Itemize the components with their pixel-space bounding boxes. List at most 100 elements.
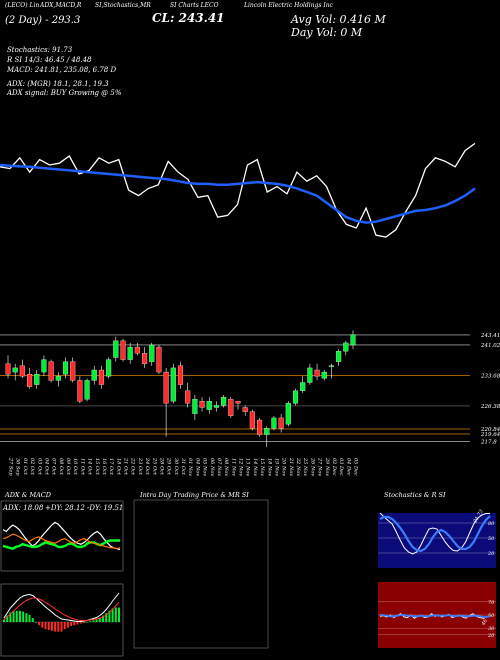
x-tick-label: 16 Oct — [101, 458, 107, 476]
candle-body — [228, 399, 234, 416]
x-tick-label: 15 Nov — [259, 458, 265, 476]
macd-histogram-bar — [114, 607, 117, 622]
macd-histogram-bar — [47, 622, 50, 630]
x-tick-label: 02 Dec — [331, 458, 337, 476]
macd-histogram-bar — [66, 622, 69, 628]
x-tick-label: 08 Oct — [58, 458, 64, 476]
x-tick-label: 08 Nov — [223, 458, 229, 476]
candle-body — [271, 417, 277, 429]
macd-histogram-bar — [38, 622, 41, 626]
stochastics-tick-label: 50 — [488, 536, 495, 542]
close-price-label: CL: 243.41 — [152, 11, 225, 25]
candle-body — [170, 367, 176, 402]
macd-histogram-bar — [86, 622, 89, 623]
rsi-tick-label: 20 — [487, 633, 495, 639]
price-level-label: 241.02 — [480, 343, 500, 349]
x-tick-label: 07 Oct — [51, 458, 57, 476]
candle-body — [106, 359, 112, 377]
x-tick-label: 30 Oct — [173, 458, 179, 476]
candle-body — [336, 351, 342, 362]
x-tick-label: 04 Dec — [345, 458, 351, 476]
header-prev-label: (2 Day) - 293.3 — [5, 15, 81, 26]
candle-body — [307, 367, 313, 383]
x-tick-label: 09 Oct — [65, 458, 71, 476]
candle-body — [12, 367, 18, 373]
x-tick-label: 22 Oct — [130, 457, 136, 476]
x-tick-label: 26 Nov — [309, 457, 315, 476]
candle-body — [113, 340, 119, 358]
candle-body — [235, 401, 241, 404]
header-top-left-title: (LECO) Lincoln Electric Holdings Inc Mov… — [5, 2, 39, 9]
candle-body — [127, 346, 133, 360]
price-level-label: 243.41 — [480, 333, 500, 339]
macd-histogram-bar — [118, 607, 120, 622]
x-tick-label: 14 Oct — [87, 458, 93, 476]
candle-body — [70, 361, 76, 381]
macd-histogram-bar — [95, 619, 98, 622]
x-tick-label: 27 Nov — [317, 457, 323, 476]
macd-histogram-bar — [92, 620, 95, 622]
candle-body — [278, 417, 284, 429]
stochastics-tick-label: 20 — [487, 551, 495, 557]
moving-averages-chart — [0, 142, 476, 238]
x-tick-label: 22 Nov — [295, 457, 301, 476]
candle-body — [185, 390, 191, 404]
rsi-right-label: 46 — [480, 617, 489, 627]
x-tick-label: 28 Oct — [158, 457, 164, 476]
stochastics-readout: Stochastics: 91.73 — [7, 46, 73, 54]
macd-histogram-bar — [105, 613, 108, 622]
candle-body — [257, 419, 263, 435]
x-tick-label: 24 Oct — [144, 457, 150, 476]
intraday-frame — [133, 499, 269, 649]
candle-body — [177, 365, 184, 385]
macd-histogram-bar — [76, 622, 79, 625]
candle-body — [62, 361, 69, 375]
macd-histogram-bar — [44, 622, 47, 630]
macd-readout: MACD: 241.81, 235.08, 6.78 D — [7, 66, 117, 74]
x-tick-label: 17 Oct — [108, 458, 114, 476]
candle-body — [77, 380, 83, 402]
candle-body — [34, 374, 40, 385]
candle-body — [314, 369, 320, 377]
x-tick-label: 25 Nov — [302, 457, 308, 476]
candle-body — [328, 365, 334, 367]
adx-readout: ADX: (MGR) 18.1, 28.1, 19.3 — [7, 80, 109, 88]
macd-line-signal — [3, 597, 120, 621]
candle-body — [142, 353, 148, 364]
candle-body — [264, 428, 270, 435]
macd-histogram-bar — [50, 622, 53, 631]
candle-body — [206, 401, 212, 410]
x-tick-label: 23 Oct — [137, 457, 143, 476]
x-tick-label: 07 Nov — [216, 458, 222, 476]
x-tick-label: 19 Nov — [273, 458, 279, 476]
candle-body — [19, 365, 25, 377]
ma-line-price — [0, 142, 476, 238]
adx-line-ADX — [2, 521, 121, 551]
candle-body — [91, 369, 97, 381]
adx-macd-panel: ADX & MACD ADX: 18.08 +DY: 28.12 -DY: 19.51 — [0, 491, 123, 657]
candle-body — [5, 363, 11, 375]
price-level-label: 219.64 — [480, 432, 500, 438]
macd-histogram-bar — [34, 622, 37, 623]
macd-histogram-bar — [89, 621, 92, 622]
x-tick-label: 04 Oct — [43, 458, 49, 476]
stochastics-line-D — [379, 515, 491, 553]
macd-histogram-bar — [3, 619, 5, 622]
candle-body — [156, 346, 162, 373]
header-col4: SI Charts LECO — [170, 2, 219, 9]
candle-body — [285, 403, 291, 425]
macd-histogram-bar — [54, 622, 57, 632]
macd-histogram-bar — [79, 622, 82, 624]
x-tick-label: 01 Nov — [187, 458, 193, 476]
intraday-title: Intra Day Trading Price & MR SI — [139, 491, 249, 499]
x-tick-label: 20 Nov — [281, 457, 287, 476]
macd-histogram-bar — [108, 610, 111, 622]
day-vol-label: Day Vol: 0 M — [291, 26, 363, 39]
x-tick-label: 06 Nov — [209, 458, 215, 476]
macd-histogram-bar — [22, 611, 25, 622]
adx-signal-readout: ADX signal: BUY Growing @ 5% — [7, 89, 122, 97]
candle-body — [84, 380, 90, 400]
candle-body — [321, 371, 327, 379]
